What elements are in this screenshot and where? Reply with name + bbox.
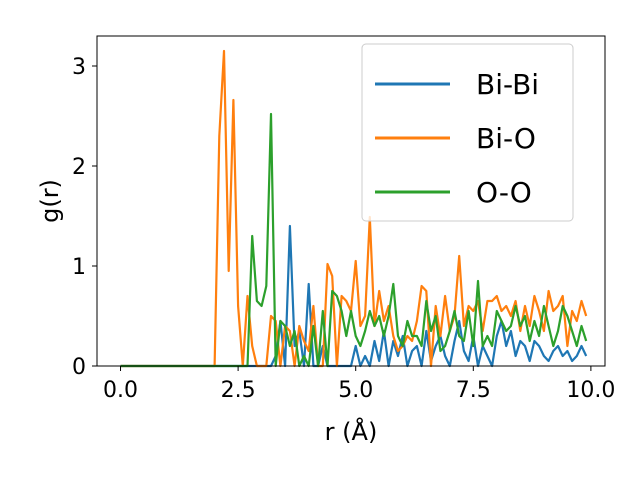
- y-tick-label: 3: [72, 55, 86, 80]
- series-line-o-o: [120, 112, 588, 368]
- x-tick-label: 2.5: [221, 378, 256, 403]
- y-axis-label: g(r): [36, 179, 64, 223]
- legend-label: Bi-Bi: [476, 68, 539, 101]
- x-axis-ticks: 0.0 2.5 5.0 7.5 10.0: [103, 366, 615, 403]
- y-axis-ticks: 0 1 2 3: [72, 55, 97, 380]
- x-axis-label: r (Å): [325, 417, 378, 446]
- x-tick-label: 7.5: [456, 378, 491, 403]
- y-tick-label: 1: [72, 255, 86, 280]
- series-line-bi-o: [120, 49, 588, 368]
- plot-frame: [96, 35, 606, 367]
- y-tick-label: 2: [72, 155, 86, 180]
- legend-label: Bi-O: [476, 122, 536, 155]
- legend-label: O-O: [476, 176, 532, 209]
- x-tick-label: 0.0: [103, 378, 138, 403]
- y-tick-label: 0: [72, 355, 86, 380]
- series-layer: [120, 49, 588, 368]
- legend: Bi-Bi Bi-O O-O: [361, 43, 574, 222]
- x-tick-label: 5.0: [338, 378, 373, 403]
- x-tick-label: 10.0: [566, 378, 615, 403]
- legend-box: [361, 43, 574, 222]
